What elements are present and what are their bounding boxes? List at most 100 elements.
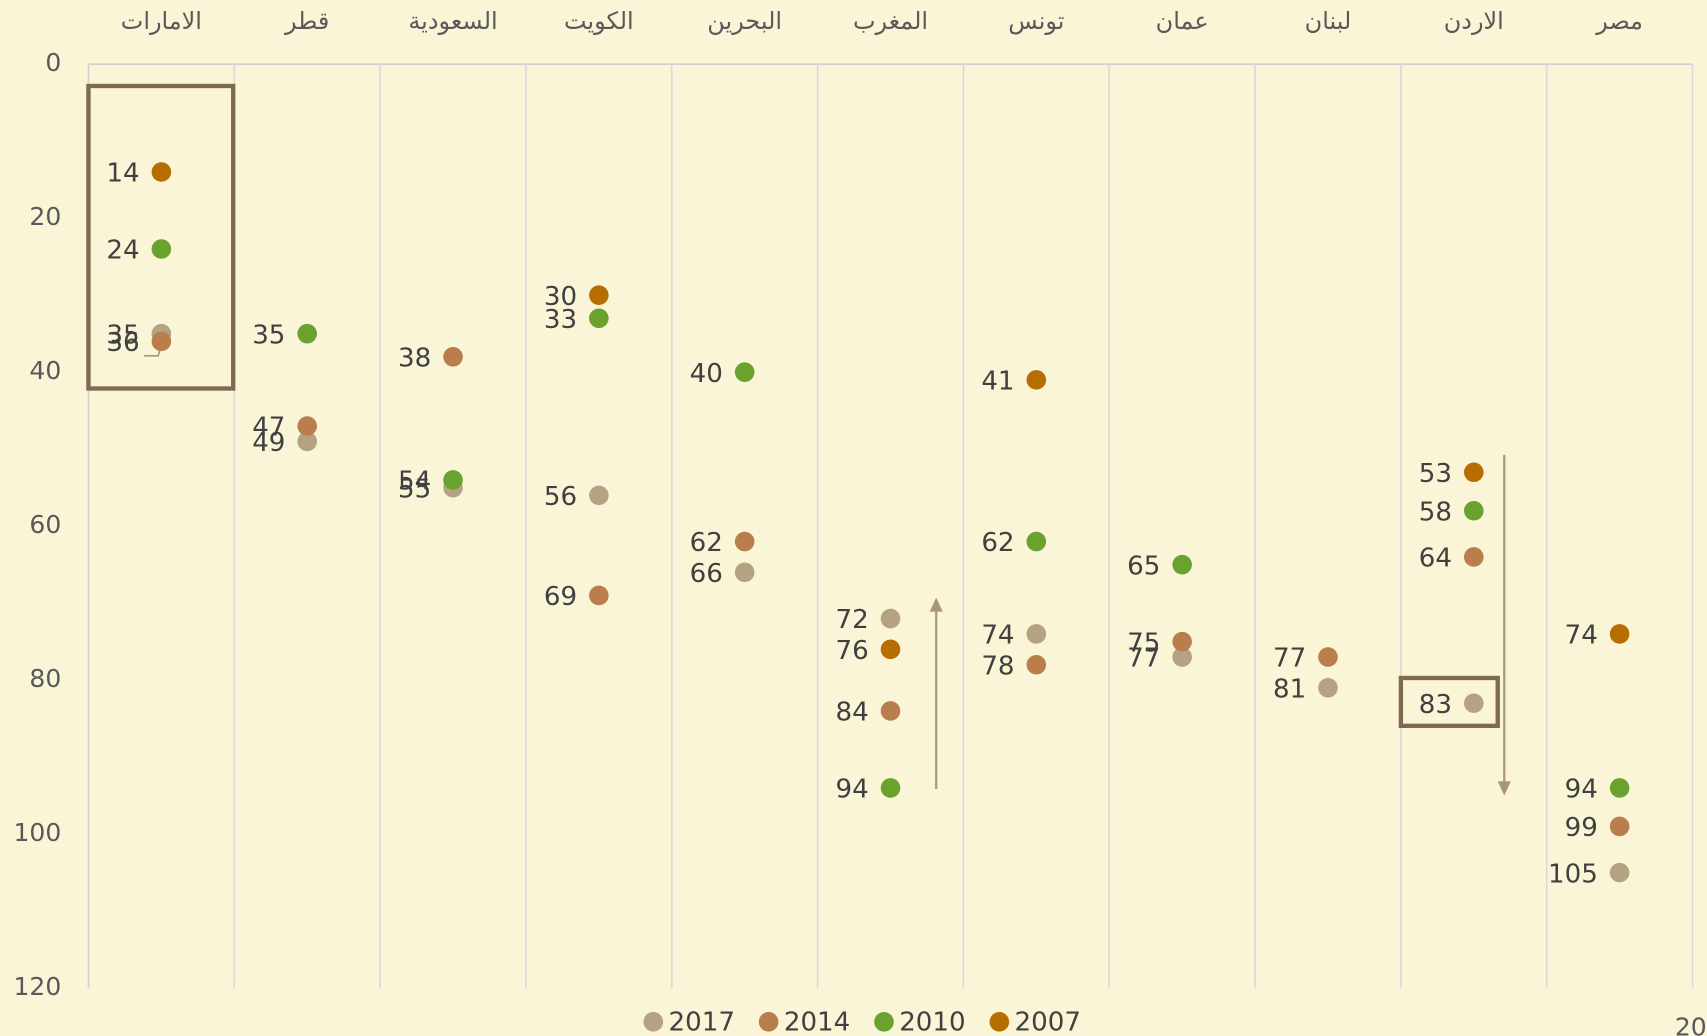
dot bbox=[443, 470, 463, 490]
legend-marker bbox=[758, 1012, 779, 1032]
x-tick-label: المغرب bbox=[853, 7, 928, 35]
dot bbox=[1172, 631, 1192, 652]
data-label: 58 bbox=[1419, 497, 1452, 527]
data-label: 56 bbox=[544, 482, 577, 512]
data-label: 38 bbox=[398, 343, 431, 373]
data-label: 40 bbox=[690, 359, 723, 389]
data-label: 14 bbox=[106, 159, 139, 189]
data-label: 62 bbox=[981, 528, 1014, 558]
dot bbox=[1609, 624, 1630, 644]
arrow-head bbox=[1497, 781, 1511, 796]
dot bbox=[589, 585, 609, 606]
dot bbox=[1464, 500, 1484, 521]
data-label: 74 bbox=[981, 621, 1014, 651]
data-label: 65 bbox=[1127, 551, 1160, 581]
y-tick-label: 0 bbox=[45, 48, 61, 77]
dot bbox=[1464, 462, 1484, 483]
dot bbox=[1464, 547, 1484, 567]
legend-marker bbox=[989, 1012, 1010, 1032]
legend-label: 2017 bbox=[669, 1007, 735, 1036]
data-label: 24 bbox=[106, 236, 139, 266]
x-tick-label: الكويت bbox=[564, 7, 634, 35]
data-label: 41 bbox=[981, 367, 1014, 397]
y-tick-label: 80 bbox=[29, 664, 61, 693]
data-label: 62 bbox=[690, 528, 723, 558]
data-label: 77 bbox=[1273, 644, 1306, 674]
highlight-box bbox=[1398, 675, 1500, 729]
dot bbox=[880, 608, 901, 629]
data-label: 53 bbox=[1419, 459, 1452, 489]
dot bbox=[1026, 531, 1047, 552]
x-tick-label: مصر bbox=[1595, 7, 1643, 35]
x-tick-label: تونس bbox=[1008, 7, 1064, 35]
data-label: 75 bbox=[1127, 628, 1160, 658]
dot bbox=[1609, 778, 1630, 798]
dot bbox=[1026, 370, 1047, 390]
data-label: 76 bbox=[836, 636, 869, 666]
data-label: 99 bbox=[1565, 813, 1598, 843]
dot bbox=[1026, 624, 1047, 644]
dot bbox=[297, 431, 317, 452]
dot bbox=[1609, 862, 1630, 883]
data-label: 55 bbox=[398, 474, 431, 504]
dot bbox=[1172, 647, 1192, 667]
highlight-box bbox=[86, 83, 236, 391]
y-tick-label: 20 bbox=[29, 202, 61, 231]
x-tick-label: لبنان bbox=[1305, 7, 1352, 35]
x-tick-label: السعودية bbox=[408, 7, 497, 35]
data-label: 84 bbox=[836, 698, 869, 728]
y-tick-label: 100 bbox=[14, 818, 62, 847]
data-label: 54 bbox=[398, 467, 431, 497]
data-label: 74 bbox=[1565, 621, 1598, 651]
legend-label: 2010 bbox=[899, 1007, 965, 1036]
data-label: 30 bbox=[544, 282, 577, 312]
data-label: 49 bbox=[252, 428, 285, 458]
dot bbox=[1464, 693, 1484, 714]
dot bbox=[734, 562, 755, 583]
dot bbox=[589, 485, 609, 506]
data-label: 35 bbox=[106, 320, 139, 350]
data-label: 36 bbox=[106, 328, 139, 358]
dot bbox=[1026, 654, 1047, 675]
data-label: 94 bbox=[1565, 775, 1598, 805]
dot bbox=[151, 162, 172, 182]
dot bbox=[151, 239, 172, 259]
y-tick-label: 60 bbox=[29, 510, 61, 539]
dot bbox=[151, 331, 172, 352]
annotations bbox=[86, 83, 1511, 796]
data-label: 83 bbox=[1419, 690, 1452, 720]
data-label: 69 bbox=[544, 582, 577, 612]
arrow-head bbox=[929, 597, 943, 612]
footer-text: 20 bbox=[1675, 1012, 1707, 1036]
data-label: 77 bbox=[1127, 644, 1160, 674]
legend-marker bbox=[874, 1012, 894, 1032]
dot bbox=[880, 639, 901, 660]
dot bbox=[589, 308, 609, 329]
dot bbox=[734, 531, 755, 552]
x-tick-label: عمان bbox=[1156, 7, 1209, 35]
legend-label: 2007 bbox=[1015, 1007, 1081, 1036]
x-tick-label: قطر bbox=[284, 7, 329, 35]
legend-marker bbox=[643, 1012, 664, 1032]
data-label: 78 bbox=[981, 651, 1014, 681]
dot bbox=[734, 362, 755, 382]
dot bbox=[1318, 678, 1338, 698]
y-tick-label: 40 bbox=[29, 356, 61, 385]
dot bbox=[443, 346, 463, 367]
x-tick-label: الاردن bbox=[1444, 7, 1504, 35]
data-label: 33 bbox=[544, 305, 577, 335]
data-label: 64 bbox=[1419, 544, 1452, 574]
dot bbox=[880, 778, 901, 798]
x-tick-label: الامارات bbox=[121, 7, 202, 35]
dot bbox=[1609, 816, 1630, 837]
legend: 2017 2014 2010 2007 bbox=[643, 1007, 1081, 1036]
data-label: 81 bbox=[1273, 675, 1306, 705]
dot bbox=[297, 416, 317, 436]
data-label: 94 bbox=[836, 775, 869, 805]
dot bbox=[1172, 554, 1192, 575]
y-tick-label: 120 bbox=[14, 972, 62, 1001]
dot bbox=[297, 323, 317, 344]
x-tick-label: البحرين bbox=[707, 7, 782, 35]
